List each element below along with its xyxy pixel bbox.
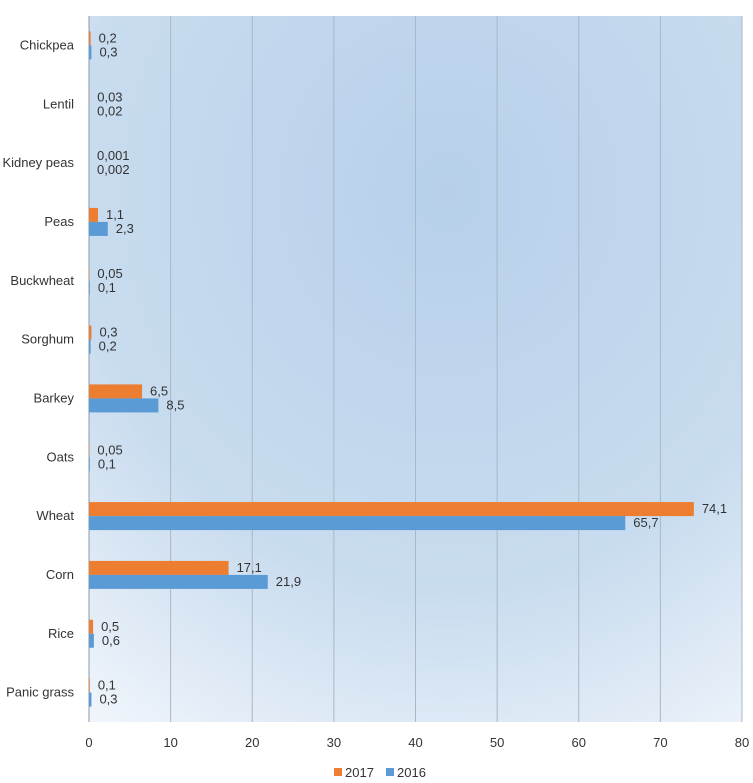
data-label: 0,5 [101, 619, 119, 634]
bar-2017-corn [89, 560, 229, 575]
bar-2017-wheat [89, 502, 694, 517]
data-label: 74,1 [702, 501, 727, 516]
category-label: Kidney peas [2, 155, 74, 170]
bar-2016-panic-grass [89, 692, 92, 707]
data-label: 0,6 [102, 633, 120, 648]
bar-2016-barkey [89, 398, 159, 413]
x-tick-label: 0 [85, 735, 92, 750]
data-label: 0,3 [99, 325, 117, 340]
data-label: 0,2 [99, 30, 117, 45]
bar-2016-rice [89, 633, 94, 648]
bar-2016-corn [89, 574, 268, 589]
bar-2016-sorghum [89, 339, 91, 354]
data-label: 6,5 [150, 383, 168, 398]
data-label: 0,02 [97, 103, 122, 118]
x-tick-label: 30 [327, 735, 341, 750]
grid-lines [88, 16, 743, 722]
category-label: Rice [48, 626, 74, 641]
data-label: 0,03 [97, 89, 122, 104]
data-label: 2,3 [116, 221, 134, 236]
bar-2016-wheat [89, 516, 626, 531]
x-tick-label: 60 [572, 735, 586, 750]
category-label: Panic grass [6, 685, 74, 700]
category-label: Chickpea [20, 37, 75, 52]
category-label: Barkey [34, 390, 75, 405]
data-label: 21,9 [276, 574, 301, 589]
data-label: 17,1 [237, 560, 262, 575]
data-label: 0,1 [98, 678, 116, 693]
legend-swatch-2017 [334, 768, 342, 776]
data-label: 1,1 [106, 207, 124, 222]
category-label: Wheat [36, 508, 74, 523]
data-label: 0,05 [97, 266, 122, 281]
bar-2017-chickpea [89, 31, 91, 46]
data-label: 0,3 [99, 44, 117, 59]
data-label: 65,7 [633, 515, 658, 530]
legend-swatch-2016 [386, 768, 394, 776]
bar-2017-rice [89, 619, 94, 634]
bar-2016-chickpea [89, 45, 92, 60]
bar-2017-barkey [89, 384, 143, 399]
data-label: 0,05 [97, 442, 122, 457]
data-label: 0,1 [98, 456, 116, 471]
bar-2017-peas [89, 207, 98, 222]
bar-2016-oats [89, 457, 90, 472]
x-tick-label: 80 [735, 735, 749, 750]
bar-2016-peas [89, 221, 108, 236]
x-tick-label: 70 [653, 735, 667, 750]
x-axis-ticks: 0 10 20 30 40 50 60 70 80 [85, 735, 749, 750]
category-label: Lentil [43, 96, 74, 111]
x-tick-label: 50 [490, 735, 504, 750]
category-label: Sorghum [21, 332, 74, 347]
category-label: Oats [47, 449, 75, 464]
category-label: Corn [46, 567, 74, 582]
x-tick-label: 10 [163, 735, 177, 750]
data-label: 8,5 [166, 397, 184, 412]
bar-2016-buckwheat [89, 280, 90, 295]
x-tick-label: 40 [408, 735, 422, 750]
category-label: Buckwheat [10, 273, 74, 288]
bars [89, 31, 694, 707]
data-label: 0,001 [97, 148, 130, 163]
data-labels: 0,20,30,030,020,0010,0021,12,30,050,10,3… [97, 30, 727, 706]
data-label: 0,2 [99, 339, 117, 354]
bar-2017-sorghum [89, 325, 92, 340]
data-label: 0,3 [99, 692, 117, 707]
data-label: 0,1 [98, 280, 116, 295]
bar-2017-panic-grass [89, 678, 90, 693]
legend: 2017 2016 [334, 765, 426, 780]
category-labels: Chickpea Lentil Kidney peas Peas Buckwheat So… [2, 37, 74, 699]
legend-label-2016: 2016 [397, 765, 426, 780]
x-tick-label: 20 [245, 735, 259, 750]
data-label: 0,002 [97, 162, 130, 177]
category-label: Peas [44, 214, 74, 229]
legend-label-2017: 2017 [345, 765, 374, 780]
